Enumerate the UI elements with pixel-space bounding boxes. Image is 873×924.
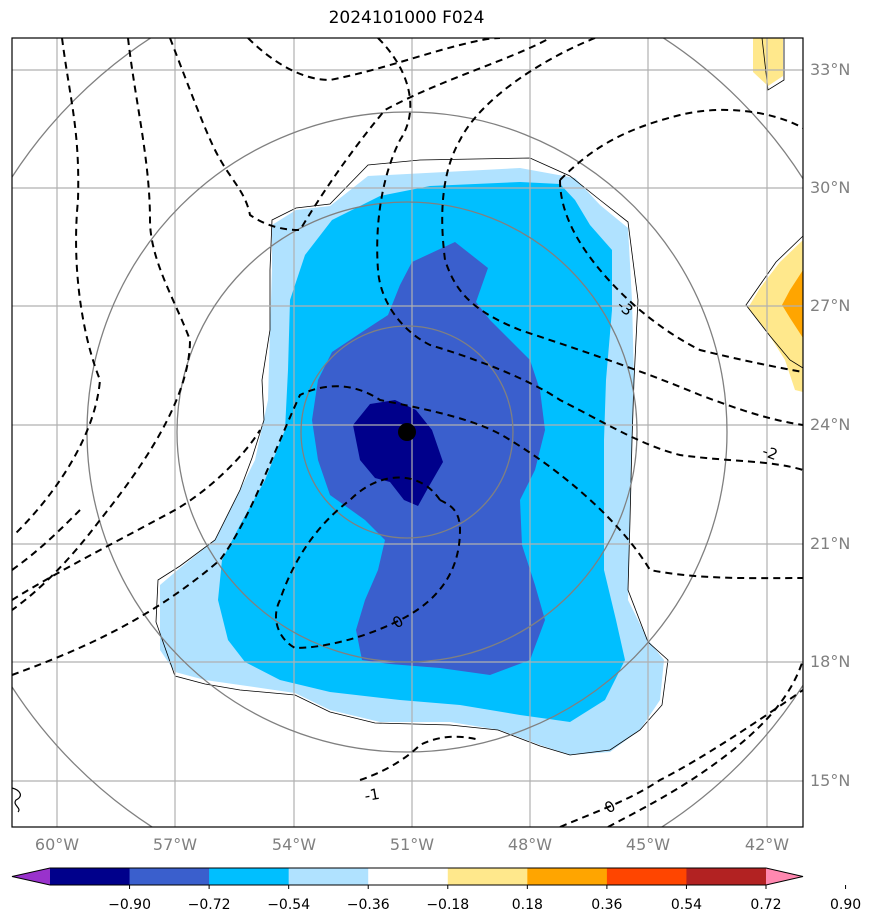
map-area: -3 -2 0 -1 0 (12, 38, 803, 827)
colorbar-segment (447, 868, 528, 885)
colorbar-segment (288, 868, 369, 885)
colorbar-segment (527, 868, 608, 885)
colorbar-extend-min (12, 868, 50, 885)
colorbar-segment (686, 868, 767, 885)
plot-title: 2024101000 F024 (328, 8, 485, 28)
lon-axis: 60°W 57°W 54°W 51°W 48°W 45°W 42°W (35, 835, 789, 854)
colorbar-extend-max (766, 868, 803, 885)
colorbar: −0.90 −0.72 −0.54 −0.36 −0.18 0.18 0.36 0.54 0.7… (11, 867, 861, 913)
lat-tick-label: 27°N (810, 296, 850, 315)
fill-yellow-east-region (748, 240, 803, 392)
lon-tick-label: 54°W (272, 835, 316, 854)
contour-label: 0 (601, 797, 618, 817)
colorbar-segment (606, 868, 687, 885)
lon-tick-label: 42°W (745, 835, 789, 854)
lat-axis: 33°N 30°N 27°N 24°N 21°N 18°N 15°N (810, 60, 850, 790)
colorbar-tick-label: −0.54 (267, 897, 310, 913)
lat-tick-label: 30°N (810, 178, 850, 197)
colorbar-tick-label: −0.36 (347, 897, 390, 913)
colorbar-tick-label: 0.72 (750, 897, 781, 913)
map-frame (11, 37, 804, 828)
colorbar-tick-label: −0.18 (426, 897, 469, 913)
colorbar-segment (368, 868, 449, 885)
graticule (12, 38, 803, 827)
fill-orange-region (782, 270, 803, 338)
lat-tick-label: 18°N (810, 652, 850, 671)
colorbar-segment (129, 868, 210, 885)
lat-tick-label: 15°N (810, 771, 850, 790)
lon-tick-label: 57°W (153, 835, 197, 854)
colorbar-segment (209, 868, 290, 885)
fill-yellow-region (753, 38, 783, 86)
dashed-contours (12, 38, 803, 827)
contour-label: -1 (363, 785, 381, 805)
colorbar-segment (50, 868, 131, 885)
lat-tick-label: 33°N (810, 60, 850, 79)
coastline-fragment (12, 787, 21, 813)
lat-tick-label: 24°N (810, 415, 850, 434)
colorbar-tick-label: 0.90 (830, 897, 861, 913)
contour-label: -2 (760, 442, 780, 464)
lon-tick-label: 45°W (626, 835, 670, 854)
colorbar-tick-label: −0.72 (188, 897, 231, 913)
colorbar-tick-label: 0.54 (671, 897, 702, 913)
storm-center-marker (398, 423, 416, 441)
outline-thin-east (745, 235, 803, 369)
colorbar-tick-label: 0.36 (591, 897, 622, 913)
colorbar-tick-label: −0.90 (108, 897, 151, 913)
fill-darkblue-region (353, 400, 443, 506)
colorbar-outline (11, 867, 804, 886)
lon-tick-label: 48°W (508, 835, 552, 854)
colorbar-tick-label: 0.18 (512, 897, 543, 913)
outline-thin-north (761, 38, 785, 91)
lon-tick-label: 60°W (35, 835, 79, 854)
lat-tick-label: 21°N (810, 534, 850, 553)
lon-tick-label: 51°W (390, 835, 434, 854)
